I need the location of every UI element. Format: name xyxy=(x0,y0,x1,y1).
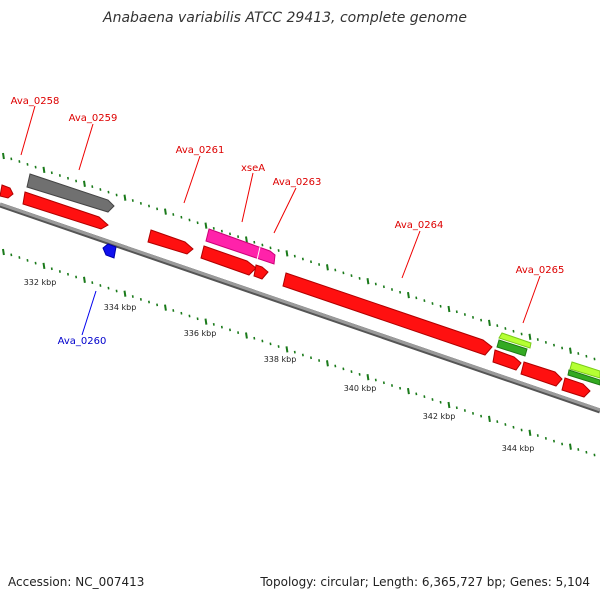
scale-label: 336 kbp xyxy=(184,329,217,338)
gene-labels: Ava_0258 Ava_0259 Ava_0260 Ava_0261 xseA… xyxy=(11,96,565,347)
gene-label[interactable]: Ava_0259 xyxy=(69,113,118,124)
gene-label[interactable]: Ava_0264 xyxy=(395,220,444,231)
scale-tick xyxy=(42,166,46,174)
gene-arrow-lightgreen[interactable] xyxy=(569,361,600,379)
scale-tick xyxy=(164,208,167,215)
scale-tick xyxy=(83,180,86,187)
scale-tick xyxy=(285,250,289,257)
scale-tick xyxy=(447,305,451,313)
scale-tick xyxy=(488,415,491,423)
accession-text: Accession: NC_007413 xyxy=(8,575,144,589)
scale-tick xyxy=(569,347,572,354)
scale-tick xyxy=(83,276,86,283)
gene-arrow-reverse[interactable] xyxy=(102,243,117,259)
scale-tick xyxy=(285,346,289,353)
scale-tick xyxy=(204,222,208,229)
gene-arrow-gray[interactable] xyxy=(26,173,115,213)
scale-tick xyxy=(366,278,370,285)
gene-label-reverse[interactable]: Ava_0260 xyxy=(58,336,107,347)
scale-tick xyxy=(123,290,127,297)
gene-label[interactable]: Ava_0263 xyxy=(273,177,322,188)
gene-label[interactable]: Ava_0265 xyxy=(516,265,565,276)
scale-tick xyxy=(42,262,46,270)
backbone xyxy=(0,202,600,414)
scale-label: 334 kbp xyxy=(104,303,137,312)
scale-tick xyxy=(123,194,127,201)
gene-arrow-lightgreen[interactable] xyxy=(498,332,532,349)
scale-tick xyxy=(326,264,329,271)
genome-summary-text: Topology: circular; Length: 6,365,727 bp… xyxy=(259,575,590,589)
tick-track-upper xyxy=(2,152,596,361)
scale-tick xyxy=(447,401,451,409)
scale-tick xyxy=(366,374,370,381)
gene-arrow-green[interactable] xyxy=(567,369,600,386)
gene-arrow[interactable] xyxy=(492,349,522,371)
gene-label[interactable]: Ava_0261 xyxy=(176,145,225,156)
gene-arrow[interactable] xyxy=(200,245,257,276)
scale-label: 340 kbp xyxy=(344,384,377,393)
scale-tick xyxy=(2,248,5,256)
scale-label: 344 kbp xyxy=(502,444,535,453)
map-title: Anabaena variabilis ATCC 29413, complete… xyxy=(102,10,467,26)
gene-label[interactable]: xseA xyxy=(241,163,265,174)
gene-label[interactable]: Ava_0258 xyxy=(11,96,60,107)
scale-tick xyxy=(528,429,532,436)
scale-label: 342 kbp xyxy=(423,412,456,421)
gene-arrow-green[interactable] xyxy=(496,339,528,357)
gene-arrow[interactable] xyxy=(22,191,109,230)
gene-arrow[interactable] xyxy=(147,229,194,255)
scale-tick xyxy=(245,332,248,339)
scale-tick xyxy=(245,236,248,243)
gene-arrow[interactable] xyxy=(520,361,563,387)
tick-track-lower xyxy=(2,248,596,457)
scale-tick xyxy=(528,333,532,340)
gene-features xyxy=(0,173,600,398)
scale-tick xyxy=(407,387,410,395)
scale-labels: 332 kbp 334 kbp 336 kbp 338 kbp 340 kbp … xyxy=(24,278,535,453)
scale-tick xyxy=(407,291,410,299)
gene-arrow[interactable] xyxy=(561,377,591,398)
scale-tick xyxy=(204,318,208,325)
scale-tick xyxy=(326,360,329,367)
gene-arrow[interactable] xyxy=(253,264,269,280)
scale-label: 338 kbp xyxy=(264,355,297,364)
scale-tick xyxy=(164,304,167,311)
scale-label: 332 kbp xyxy=(24,278,57,287)
scale-tick xyxy=(488,319,491,327)
gene-arrow[interactable] xyxy=(0,184,14,199)
scale-tick xyxy=(569,443,572,450)
gene-arrow[interactable] xyxy=(282,272,493,356)
scale-tick xyxy=(2,152,5,160)
